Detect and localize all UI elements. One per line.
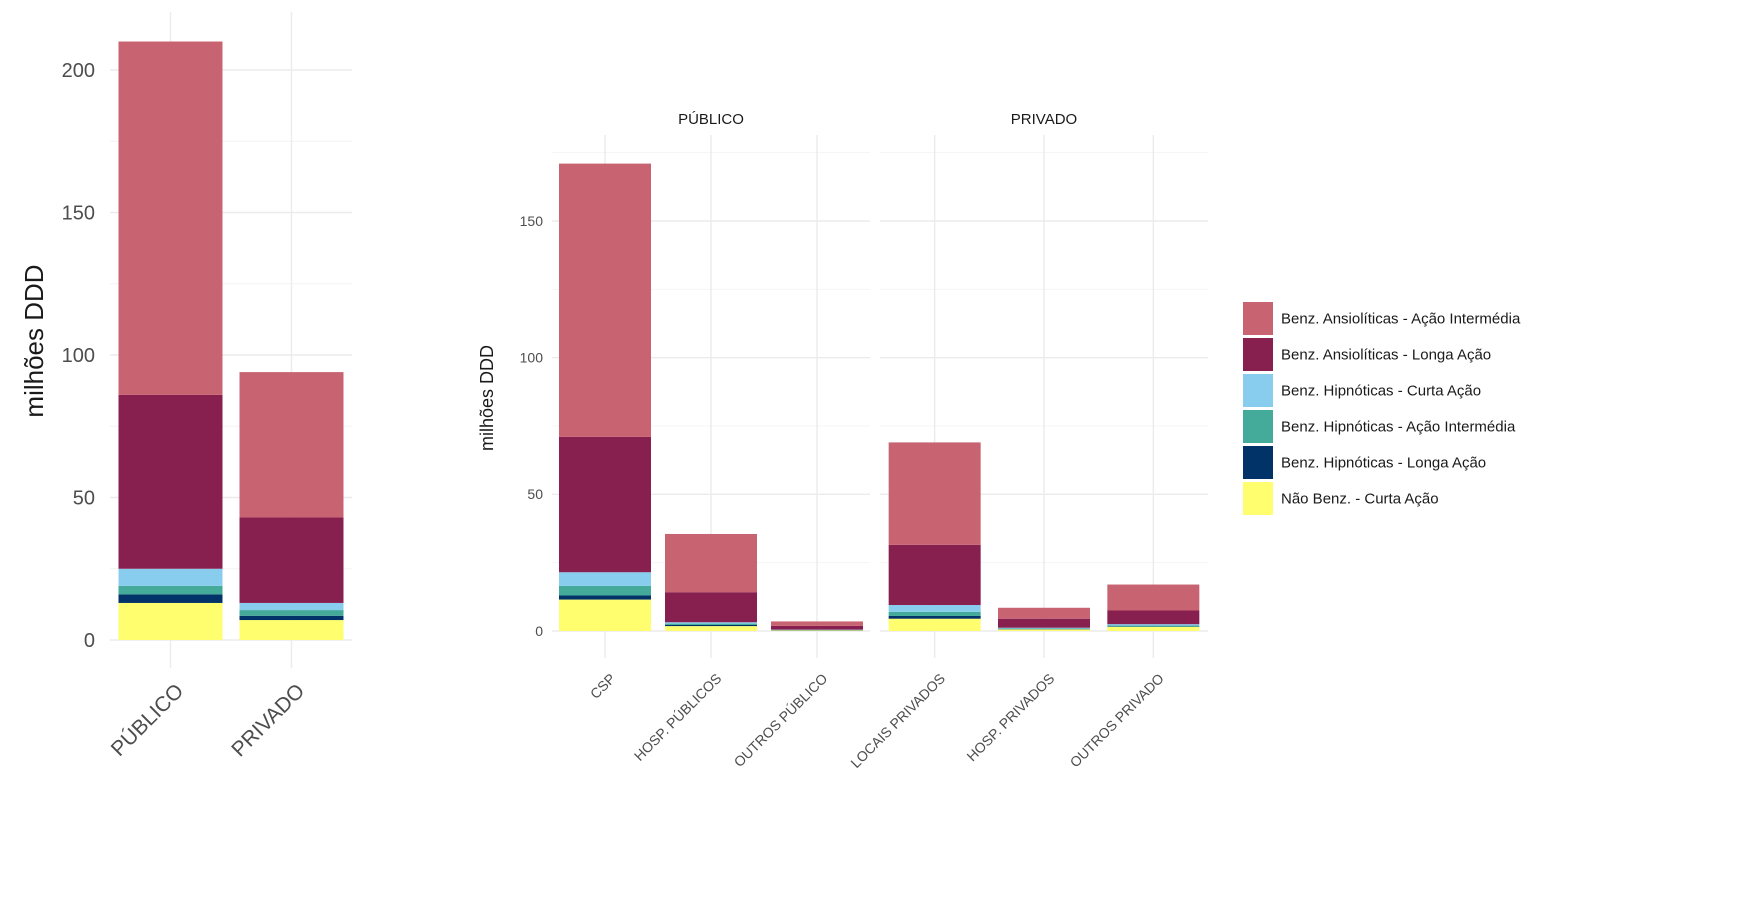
bar-segment-locais-privados-benz-hipnoticas-acao-intermedia [888, 611, 981, 616]
bar-segment-outros-privado-benz-hipnoticas-curta-acao [1107, 624, 1200, 626]
bar-segment-publico-nao-benz-curta-acao [118, 602, 223, 640]
bar-segment-outros-privado-benz-ansioliticas-longa-acao [1107, 610, 1200, 625]
legend-label-benz-hipnoticas-acao-intermedia: Benz. Hipnóticas - Ação Intermédia [1281, 419, 1516, 436]
bar-segment-locais-privados-benz-ansioliticas-acao-intermedia [888, 442, 981, 545]
bar-segment-hosp-publicos-benz-hipnoticas-longa-acao [665, 624, 757, 627]
legend-key-nao-benz-curta-acao [1243, 482, 1273, 515]
x-tick-label-publico: PÚBLICO [107, 679, 188, 760]
legend-key-benz-hipnoticas-longa-acao [1243, 446, 1273, 479]
bar-segment-hosp-privados-benz-ansioliticas-acao-intermedia [998, 607, 1090, 619]
left-y-axis-title: milhões DDD [19, 264, 49, 417]
facet-strip-label-publico: PÚBLICO [678, 111, 744, 128]
bar-segment-privado-benz-hipnoticas-acao-intermedia [239, 610, 344, 616]
bar-segment-hosp-privados-nao-benz-curta-acao [998, 629, 1090, 631]
facet-panel-privado: LOCAIS PRIVADOS HOSP. PRIVADOS OUTROS PRIV… [847, 135, 1208, 771]
bar-segment-privado-benz-hipnoticas-curta-acao [239, 602, 344, 611]
bar-segment-locais-privados-benz-ansioliticas-longa-acao [888, 544, 981, 606]
bar-segment-hosp-publicos-benz-hipnoticas-acao-intermedia [665, 623, 757, 625]
bar-segment-privado-nao-benz-curta-acao [239, 620, 344, 640]
bar-segment-publico-benz-ansioliticas-longa-acao [118, 394, 223, 569]
y-tick-label: 50 [73, 488, 95, 510]
legend-key-benz-hipnoticas-curta-acao [1243, 374, 1273, 407]
bar-segment-hosp-publicos-benz-ansioliticas-acao-intermedia [665, 533, 757, 593]
bar-segment-hosp-privados-benz-hipnoticas-curta-acao [998, 627, 1090, 629]
bar-segment-outros-privado-benz-ansioliticas-acao-intermedia [1107, 584, 1200, 611]
bar-segment-csp-benz-hipnoticas-longa-acao [559, 595, 651, 600]
y-tick-label: 0 [535, 623, 543, 639]
y-tick-label: 150 [520, 213, 544, 229]
bar-segment-csp-benz-ansioliticas-acao-intermedia [559, 163, 651, 437]
bar-segment-publico-benz-hipnoticas-curta-acao [118, 568, 223, 586]
right-y-axis-title: milhões DDD [477, 345, 497, 451]
legend-label-benz-hipnoticas-curta-acao: Benz. Hipnóticas - Curta Ação [1281, 383, 1481, 400]
bar-segment-csp-benz-hipnoticas-acao-intermedia [559, 585, 651, 596]
bar-segment-hosp-publicos-benz-ansioliticas-longa-acao [665, 592, 757, 623]
y-tick-label: 100 [62, 345, 95, 367]
bar-segment-csp-benz-ansioliticas-longa-acao [559, 436, 651, 573]
bar-segment-privado-benz-ansioliticas-acao-intermedia [239, 372, 344, 518]
bar-segment-publico-benz-hipnoticas-longa-acao [118, 594, 223, 603]
x-tick-label-hosp-privados: HOSP. PRIVADOS [963, 670, 1057, 764]
bar-segment-hosp-publicos-benz-hipnoticas-curta-acao [665, 622, 757, 624]
facet-strip-label-privado: PRIVADO [1011, 111, 1077, 128]
legend-label-benz-ansioliticas-longa-acao: Benz. Ansiolíticas - Longa Ação [1281, 347, 1491, 364]
bar-segment-outros-publico-nao-benz-curta-acao [771, 630, 863, 631]
bar-segment-publico-benz-hipnoticas-acao-intermedia [118, 585, 223, 595]
facet-panel-publico: 0 50 100 150 CSP HOSP. PÚBLICOS OUTROS PÚBLICO [520, 135, 870, 770]
bar-segment-hosp-publicos-nao-benz-curta-acao [665, 626, 757, 631]
bar-segment-privado-benz-hipnoticas-longa-acao [239, 615, 344, 621]
x-tick-label-outros-publico: OUTROS PÚBLICO [731, 670, 831, 770]
bar-segment-publico-benz-ansioliticas-acao-intermedia [118, 41, 223, 395]
x-tick-label-csp: CSP [587, 670, 619, 702]
bar-segment-csp-nao-benz-curta-acao [559, 599, 651, 631]
legend-label-benz-hipnoticas-longa-acao: Benz. Hipnóticas - Longa Ação [1281, 455, 1486, 472]
bar-segment-outros-publico-benz-ansioliticas-acao-intermedia [771, 621, 863, 626]
legend-label-nao-benz-curta-acao: Não Benz. - Curta Ação [1281, 491, 1439, 508]
x-tick-label-hosp-publicos: HOSP. PÚBLICOS [631, 670, 725, 764]
y-tick-label: 100 [520, 350, 544, 366]
x-tick-label-privado: PRIVADO [227, 679, 309, 761]
legend-key-benz-ansioliticas-longa-acao [1243, 338, 1273, 371]
legend-key-benz-hipnoticas-acao-intermedia [1243, 410, 1273, 443]
bar-segment-locais-privados-benz-hipnoticas-longa-acao [888, 615, 981, 619]
bar-segment-privado-benz-ansioliticas-longa-acao [239, 517, 344, 603]
bar-segment-hosp-privados-benz-hipnoticas-acao-intermedia [998, 628, 1090, 630]
y-tick-label: 200 [62, 60, 95, 82]
y-tick-label: 50 [527, 486, 543, 502]
y-tick-label: 0 [84, 630, 95, 652]
left-chart-panel: 0 50 100 150 200 PÚBLICO PRIVADO [62, 12, 352, 761]
bar-segment-hosp-privados-benz-ansioliticas-longa-acao [998, 618, 1090, 628]
legend: Benz. Ansiolíticas - Ação Intermédia Benz… [1243, 302, 1521, 515]
bar-segment-locais-privados-benz-hipnoticas-curta-acao [888, 605, 981, 612]
y-tick-label: 150 [62, 203, 95, 225]
legend-label-benz-ansioliticas-acao-intermedia: Benz. Ansiolíticas - Ação Intermédia [1281, 311, 1521, 328]
bar-segment-outros-privado-benz-hipnoticas-acao-intermedia [1107, 625, 1200, 627]
x-tick-label-outros-privado: OUTROS PRIVADO [1067, 670, 1167, 770]
bar-segment-csp-benz-hipnoticas-curta-acao [559, 572, 651, 586]
bar-segment-locais-privados-nao-benz-curta-acao [888, 618, 981, 631]
bar-segment-outros-privado-nao-benz-curta-acao [1107, 626, 1200, 631]
legend-key-benz-ansioliticas-acao-intermedia [1243, 302, 1273, 335]
bar-segment-outros-publico-benz-ansioliticas-longa-acao [771, 625, 863, 630]
x-tick-label-locais-privados: LOCAIS PRIVADOS [847, 670, 948, 771]
